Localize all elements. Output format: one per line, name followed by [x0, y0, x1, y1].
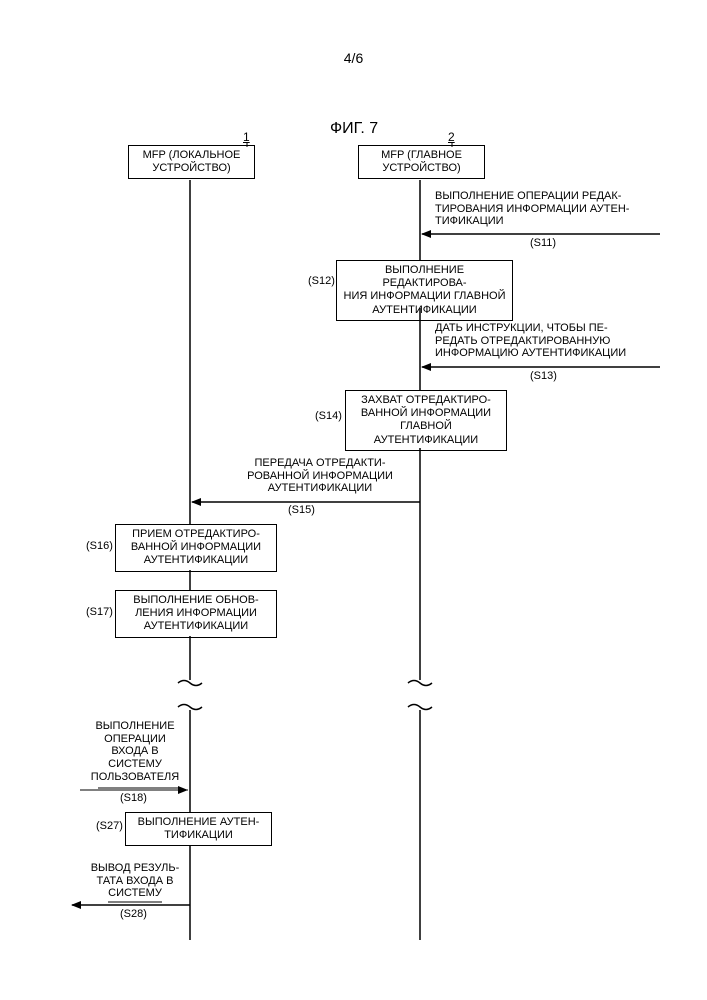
sequence-diagram-svg: [0, 0, 707, 1000]
